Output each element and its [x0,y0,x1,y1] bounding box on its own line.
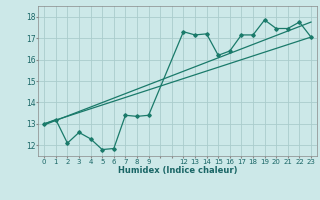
X-axis label: Humidex (Indice chaleur): Humidex (Indice chaleur) [118,166,237,175]
